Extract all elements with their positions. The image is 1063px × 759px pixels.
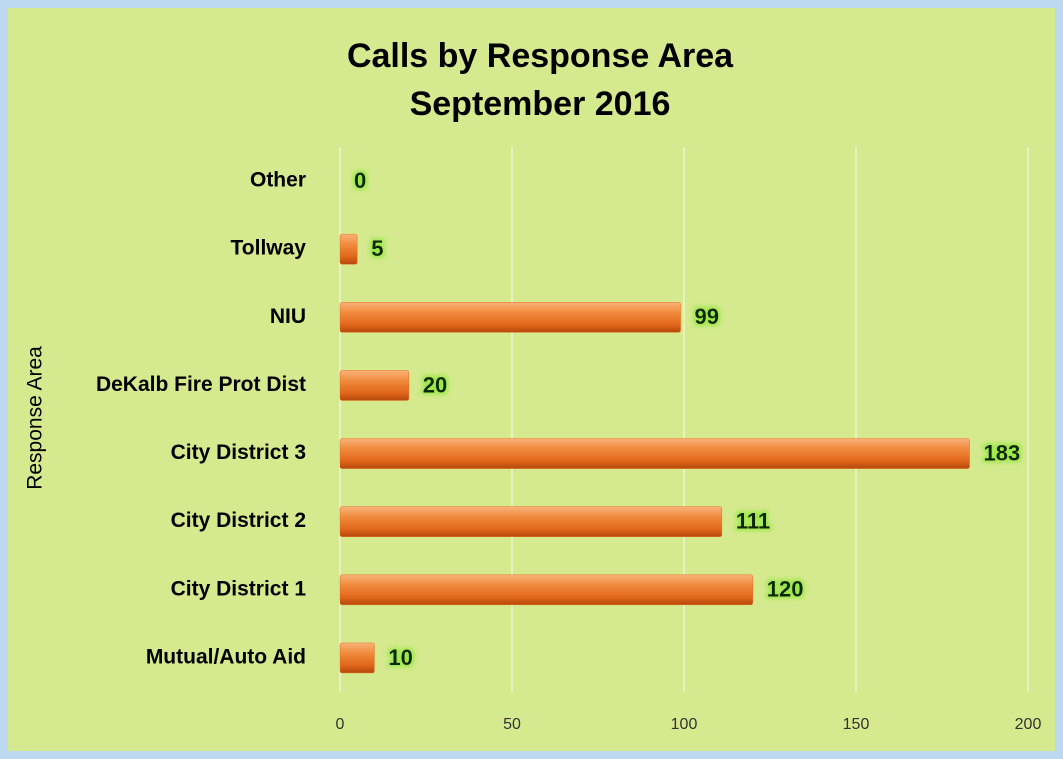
value-label: 120 — [767, 577, 804, 602]
bar — [339, 370, 410, 401]
chart-title: Calls by Response Area — [347, 37, 734, 75]
y-tick-label: Other — [250, 169, 306, 192]
value-label: 0 — [354, 168, 366, 193]
value-label: 99 — [695, 304, 719, 329]
bar — [339, 642, 375, 674]
x-tick-label: 50 — [503, 716, 521, 733]
y-tick-label: DeKalb Fire Prot Dist — [96, 373, 306, 396]
x-tick-label: 100 — [671, 716, 698, 733]
value-label: 183 — [984, 440, 1021, 465]
y-tick-label: City District 3 — [171, 441, 306, 464]
plot-background — [8, 8, 1055, 751]
value-label: 111 — [736, 509, 770, 534]
y-tick-label: City District 2 — [171, 509, 306, 532]
bar — [339, 233, 358, 265]
bar — [339, 438, 970, 469]
y-tick-label: NIU — [270, 305, 306, 328]
y-tick-label: City District 1 — [171, 577, 307, 600]
y-axis-title: Response Area — [24, 346, 47, 490]
bar — [339, 574, 754, 606]
x-tick-label: 0 — [336, 716, 345, 733]
chart-subtitle: September 2016 — [410, 85, 671, 123]
bar — [339, 302, 681, 333]
x-tick-label: 150 — [843, 716, 870, 733]
value-label: 20 — [423, 372, 447, 397]
y-tick-label: Mutual/Auto Aid — [146, 645, 306, 668]
bar — [339, 506, 723, 537]
value-label: 5 — [371, 236, 383, 261]
value-label: 10 — [388, 645, 412, 670]
x-tick-label: 200 — [1015, 716, 1042, 733]
y-tick-label: Tollway — [231, 237, 307, 260]
